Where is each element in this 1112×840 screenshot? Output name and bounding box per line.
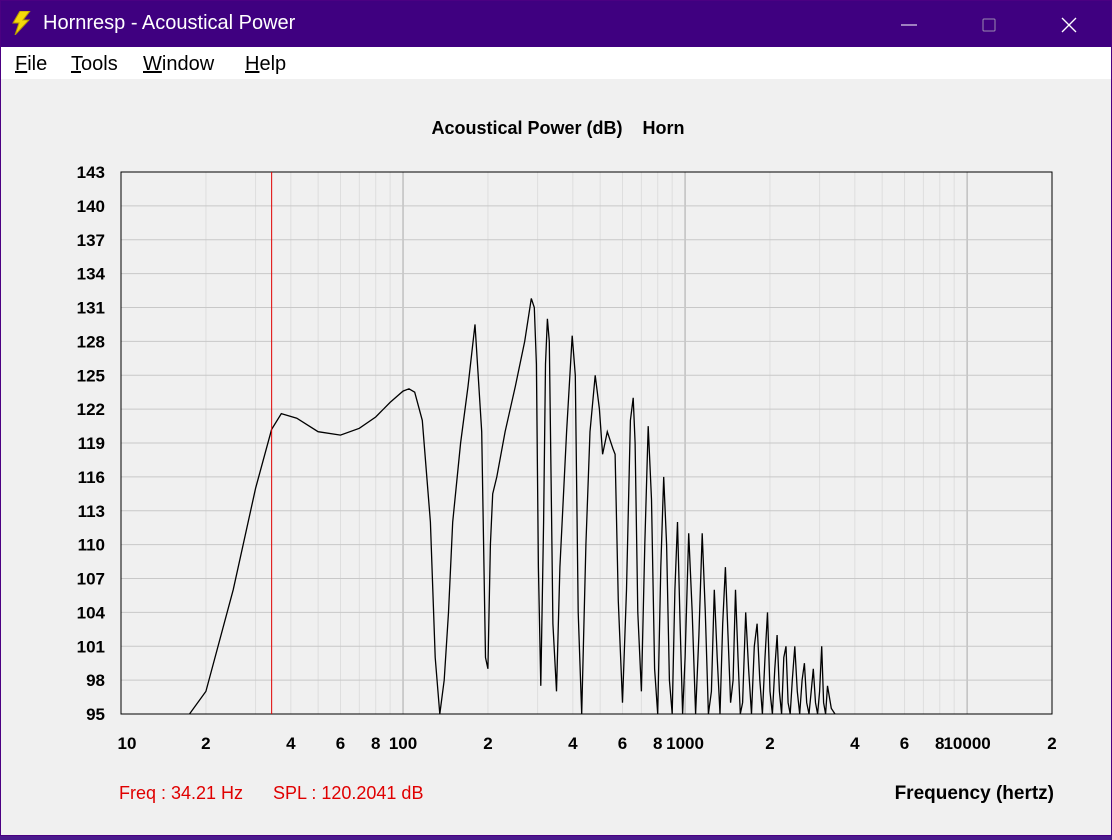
y-tick-label: 134 — [77, 265, 106, 284]
plot-border — [120, 171, 1053, 715]
acoustical-power-chart[interactable]: Acoustical Power (dB) Horn 143 140 137 134 1… — [1, 79, 1111, 835]
x-tick-label: 100 — [389, 734, 417, 753]
maximize-icon — [982, 18, 996, 32]
x-tick-label: 8 — [653, 734, 662, 753]
y-tick-label: 113 — [78, 502, 105, 521]
freq-readout: Freq : 34.21 Hz — [119, 783, 243, 803]
menu-window[interactable]: Window — [143, 53, 215, 75]
y-tick-label: 137 — [77, 231, 105, 250]
maximize-button[interactable] — [949, 1, 1029, 47]
menu-bar: File Tools Window Help — [1, 47, 1111, 79]
y-tick-label: 131 — [77, 299, 105, 318]
lightning-bolt-icon — [11, 10, 33, 36]
title-bar[interactable]: Hornresp - Acoustical Power — [1, 1, 1111, 47]
x-tick-label: 8 — [371, 734, 380, 753]
close-button[interactable] — [1029, 1, 1109, 47]
x-tick-label: 2 — [483, 734, 492, 753]
x-tick-label: 6 — [900, 734, 909, 753]
chart-area[interactable]: Acoustical Power (dB) Horn 143 140 137 134 1… — [1, 79, 1111, 835]
menu-file[interactable]: File — [15, 53, 48, 75]
y-tick-label: 104 — [77, 603, 106, 622]
menu-tools[interactable]: Tools — [71, 53, 118, 75]
x-tick-label: 2 — [201, 734, 210, 753]
chart-title: Acoustical Power (dB) Horn — [431, 118, 684, 138]
x-tick-label: 10 — [118, 734, 137, 753]
y-tick-label: 125 — [77, 366, 105, 385]
x-tick-label: 4 — [286, 734, 296, 753]
y-tick-label: 119 — [78, 434, 105, 453]
window-title: Hornresp - Acoustical Power — [43, 12, 296, 34]
menu-help[interactable]: Help — [245, 53, 287, 75]
spl-curve — [188, 298, 836, 715]
minimize-icon — [901, 24, 917, 26]
x-tick-label: 8 — [935, 734, 944, 753]
y-tick-label: 101 — [77, 637, 105, 656]
x-tick-label: 10000 — [943, 734, 990, 753]
y-tick-label: 107 — [77, 570, 105, 589]
y-tick-label: 122 — [77, 400, 105, 419]
x-tick-label: 6 — [618, 734, 627, 753]
y-tick-label: 128 — [77, 332, 105, 351]
y-tick-label: 143 — [77, 163, 105, 182]
x-tick-label: 2 — [1047, 734, 1056, 753]
minimize-button[interactable] — [869, 1, 949, 47]
y-tick-label: 116 — [78, 468, 105, 487]
spl-readout: SPL : 120.2041 dB — [273, 783, 423, 803]
x-axis-label: Frequency (hertz) — [895, 783, 1054, 804]
y-tick-label: 110 — [78, 536, 105, 555]
close-icon — [1061, 17, 1077, 33]
y-tick-label: 98 — [86, 671, 105, 690]
y-tick-label: 95 — [86, 705, 105, 724]
x-tick-label: 1000 — [666, 734, 704, 753]
y-tick-label: 140 — [77, 197, 105, 216]
x-tick-label: 6 — [336, 734, 345, 753]
x-tick-label: 2 — [765, 734, 774, 753]
x-tick-label: 4 — [568, 734, 578, 753]
x-tick-label: 4 — [850, 734, 860, 753]
